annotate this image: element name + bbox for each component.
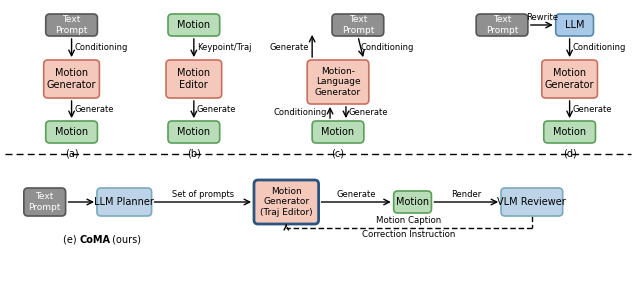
FancyArrowPatch shape (284, 225, 289, 230)
Text: Generate: Generate (349, 108, 388, 117)
Text: Motion: Motion (177, 127, 211, 137)
Text: Generate: Generate (269, 43, 309, 53)
FancyBboxPatch shape (476, 14, 528, 36)
Text: Conditioning: Conditioning (74, 43, 128, 53)
FancyBboxPatch shape (307, 60, 369, 104)
Text: (ours): (ours) (109, 235, 141, 245)
FancyBboxPatch shape (332, 14, 384, 36)
Text: Text
Prompt: Text Prompt (56, 15, 88, 35)
FancyBboxPatch shape (44, 60, 99, 98)
Text: LLM Planner: LLM Planner (94, 197, 154, 207)
Text: Conditioning: Conditioning (274, 108, 327, 117)
Text: Text
Prompt: Text Prompt (342, 15, 374, 35)
FancyBboxPatch shape (544, 121, 595, 143)
Text: (a): (a) (65, 149, 78, 159)
Text: Set of prompts: Set of prompts (172, 190, 234, 199)
Text: Motion-
Language
Generator: Motion- Language Generator (315, 67, 361, 97)
Text: Generate: Generate (337, 190, 376, 199)
Text: Motion: Motion (553, 127, 586, 137)
FancyBboxPatch shape (166, 60, 221, 98)
Text: (b): (b) (187, 149, 201, 159)
Text: Generate: Generate (74, 105, 114, 114)
Text: Motion
Generator: Motion Generator (545, 68, 595, 90)
FancyBboxPatch shape (97, 188, 152, 216)
Text: (e): (e) (63, 235, 79, 245)
Text: Text
Prompt: Text Prompt (29, 192, 61, 212)
Text: Motion
Generator: Motion Generator (47, 68, 97, 90)
Text: Correction Instruction: Correction Instruction (362, 230, 456, 239)
Text: (c): (c) (332, 149, 344, 159)
Text: CoMA: CoMA (79, 235, 111, 245)
Text: VLM Reviewer: VLM Reviewer (497, 197, 566, 207)
FancyBboxPatch shape (45, 14, 97, 36)
Text: Motion
Editor: Motion Editor (177, 68, 211, 90)
FancyBboxPatch shape (501, 188, 563, 216)
Text: LLM: LLM (565, 20, 584, 30)
FancyBboxPatch shape (45, 121, 97, 143)
Text: Generate: Generate (573, 105, 612, 114)
Text: Motion: Motion (55, 127, 88, 137)
FancyBboxPatch shape (254, 180, 319, 224)
Text: Keypoint/Traj: Keypoint/Traj (197, 43, 252, 53)
FancyBboxPatch shape (394, 191, 431, 213)
FancyBboxPatch shape (24, 188, 66, 216)
Text: Generate: Generate (197, 105, 236, 114)
Text: Render: Render (451, 190, 481, 199)
FancyBboxPatch shape (168, 14, 220, 36)
FancyBboxPatch shape (542, 60, 598, 98)
FancyBboxPatch shape (556, 14, 593, 36)
Text: Conditioning: Conditioning (361, 43, 414, 53)
Text: Motion: Motion (177, 20, 211, 30)
FancyBboxPatch shape (168, 121, 220, 143)
Text: Rewrite: Rewrite (526, 13, 558, 22)
Text: Motion Caption: Motion Caption (376, 216, 442, 225)
Text: Text
Prompt: Text Prompt (486, 15, 518, 35)
Text: Motion: Motion (396, 197, 429, 207)
Text: Conditioning: Conditioning (573, 43, 626, 53)
Text: Motion: Motion (321, 127, 355, 137)
FancyBboxPatch shape (312, 121, 364, 143)
Text: Motion
Generator
(Traj Editor): Motion Generator (Traj Editor) (260, 187, 312, 217)
Text: (d): (d) (563, 149, 577, 159)
